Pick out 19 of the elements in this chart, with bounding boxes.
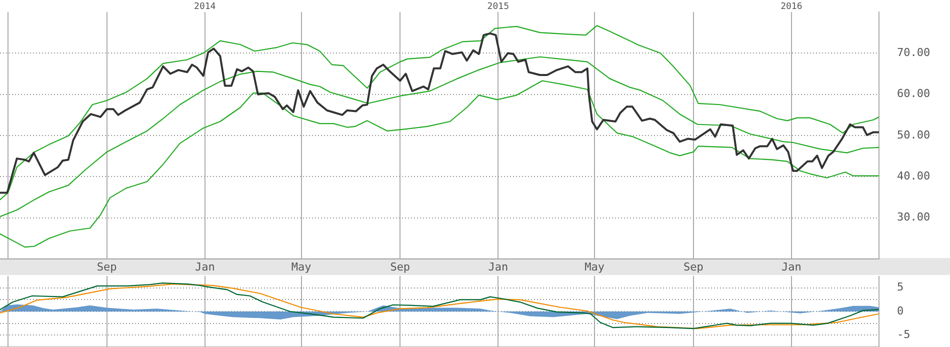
x2-tick-label: 2016 xyxy=(780,2,802,12)
y-tick-label: 5 xyxy=(897,280,904,294)
x-tick-label: Sep xyxy=(390,260,410,274)
x-tick-label: May xyxy=(291,260,312,274)
x-tick-label: Jan xyxy=(488,260,508,274)
y-tick-label: 70.00 xyxy=(897,46,930,60)
y-tick-label: 60.00 xyxy=(897,87,930,100)
x-tick-label: Jan xyxy=(194,260,215,274)
y-tick-label: -5 xyxy=(897,328,910,342)
x-tick-label: May xyxy=(584,260,605,274)
y-tick-label: 0 xyxy=(897,304,904,318)
x-tick-label: Sep xyxy=(96,260,117,274)
y-tick-label: 50.00 xyxy=(897,128,930,142)
x2-tick-label: 2015 xyxy=(487,2,509,12)
x-tick-label: Sep xyxy=(683,260,704,274)
x-tick-label: Jan xyxy=(781,260,802,274)
y-tick-label: 40.00 xyxy=(897,170,930,183)
x2-tick-label: 2014 xyxy=(194,2,216,12)
y-tick-label: 30.00 xyxy=(897,210,930,224)
